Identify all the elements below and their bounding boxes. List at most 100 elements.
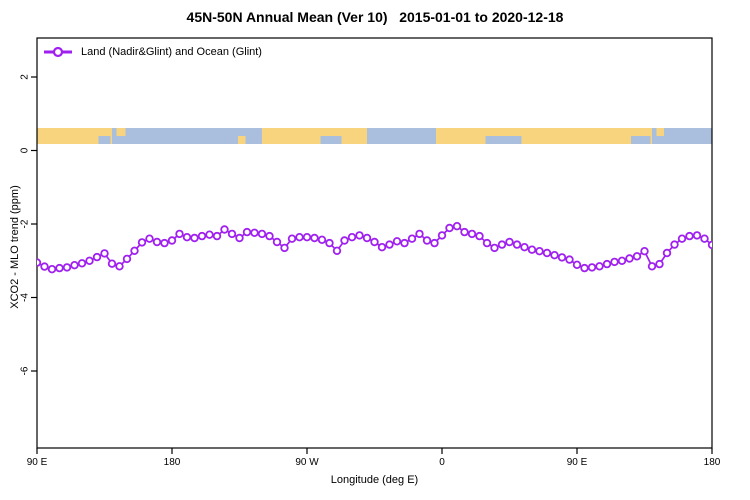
x-tick-label: 180 [704,457,721,468]
data-point [62,263,72,272]
data-point [677,234,687,243]
data-point [400,238,409,248]
data-point [385,240,394,249]
data-point [280,243,289,253]
y-tick-label: -2 [20,219,31,228]
data-point [47,265,57,274]
data-point [362,233,372,243]
map-band-ocean-patch [485,136,522,144]
data-point [452,221,462,231]
data-point [565,255,574,264]
data-point [437,231,447,240]
data-point [340,236,349,245]
data-point [580,263,589,273]
x-tick-label: 90 W [295,457,319,468]
data-point [490,243,499,253]
data-point [617,256,627,265]
data-point [115,262,124,271]
data-point [482,238,492,248]
data-point [685,231,694,241]
data-point [527,245,537,254]
data-point [40,262,49,271]
y-tick-label: -4 [20,293,31,302]
data-point [460,227,469,237]
data-point [295,232,304,242]
y-axis-title: XCO2 - MLO trend (ppm) [9,185,21,309]
data-point [235,233,244,243]
data-point [227,229,237,239]
data-point [505,237,514,247]
x-axis-title: Longitude (deg E) [330,474,419,486]
data-point [257,229,267,239]
data-point [107,259,117,268]
data-point [512,240,522,249]
data-point [137,238,147,247]
data-point [662,248,672,258]
data-point [92,252,102,262]
data-point [692,231,702,240]
data-point [550,250,559,260]
data-point [182,232,192,242]
data-point [265,231,274,241]
data-point [670,240,679,249]
data-point [55,263,64,273]
data-point [220,225,229,234]
data-point [310,233,319,243]
data-point [497,240,507,249]
data-point [377,242,387,252]
data-point [122,254,132,264]
data-point [602,259,612,269]
data-point [302,232,312,242]
data-point [535,246,544,256]
y-tick-label: 2 [20,74,31,80]
data-point [647,262,657,271]
data-point [190,233,199,243]
data-point [197,231,207,241]
data-point [445,223,454,233]
map-band-land-segment [436,128,652,144]
data-point [610,257,619,267]
data-point [130,246,139,255]
data-point [595,262,604,271]
data-point [392,237,402,246]
map-band-ocean-segment [652,128,712,144]
map-band-land-segment [262,128,367,144]
chart-title: 45N-50N Annual Mean (Ver 10) 2015-01-01 … [186,9,564,25]
data-point [407,234,417,243]
data-point [287,234,297,243]
data-point [355,231,364,240]
data-point [370,237,379,247]
data-point [77,259,87,268]
map-band-ocean-patch [320,136,342,144]
data-point [347,232,357,242]
data-point [175,229,184,239]
map-band-land-patch [116,128,126,137]
data-point [332,246,342,255]
data-point [167,236,177,245]
data-point [272,237,282,247]
data-point [587,263,597,272]
data-point [250,228,259,237]
data-point [160,238,169,248]
data-point [317,235,327,244]
data-point [700,234,709,243]
data-point [430,238,439,248]
data-point [655,259,664,269]
map-band-land-patch [656,128,664,137]
data-point [572,260,582,269]
data-point [520,242,529,252]
y-tick-label: 0 [20,147,31,153]
data-point [152,237,162,247]
data-point [557,253,567,262]
data-point [325,238,334,248]
map-band-ocean-segment [112,128,262,144]
x-tick-label: 180 [164,457,181,468]
data-point [467,229,477,239]
data-point [415,229,424,239]
data-point [212,231,222,241]
data-point [145,234,154,243]
x-tick-label: 0 [439,457,445,468]
data-point [707,240,712,250]
data-point [37,258,42,267]
